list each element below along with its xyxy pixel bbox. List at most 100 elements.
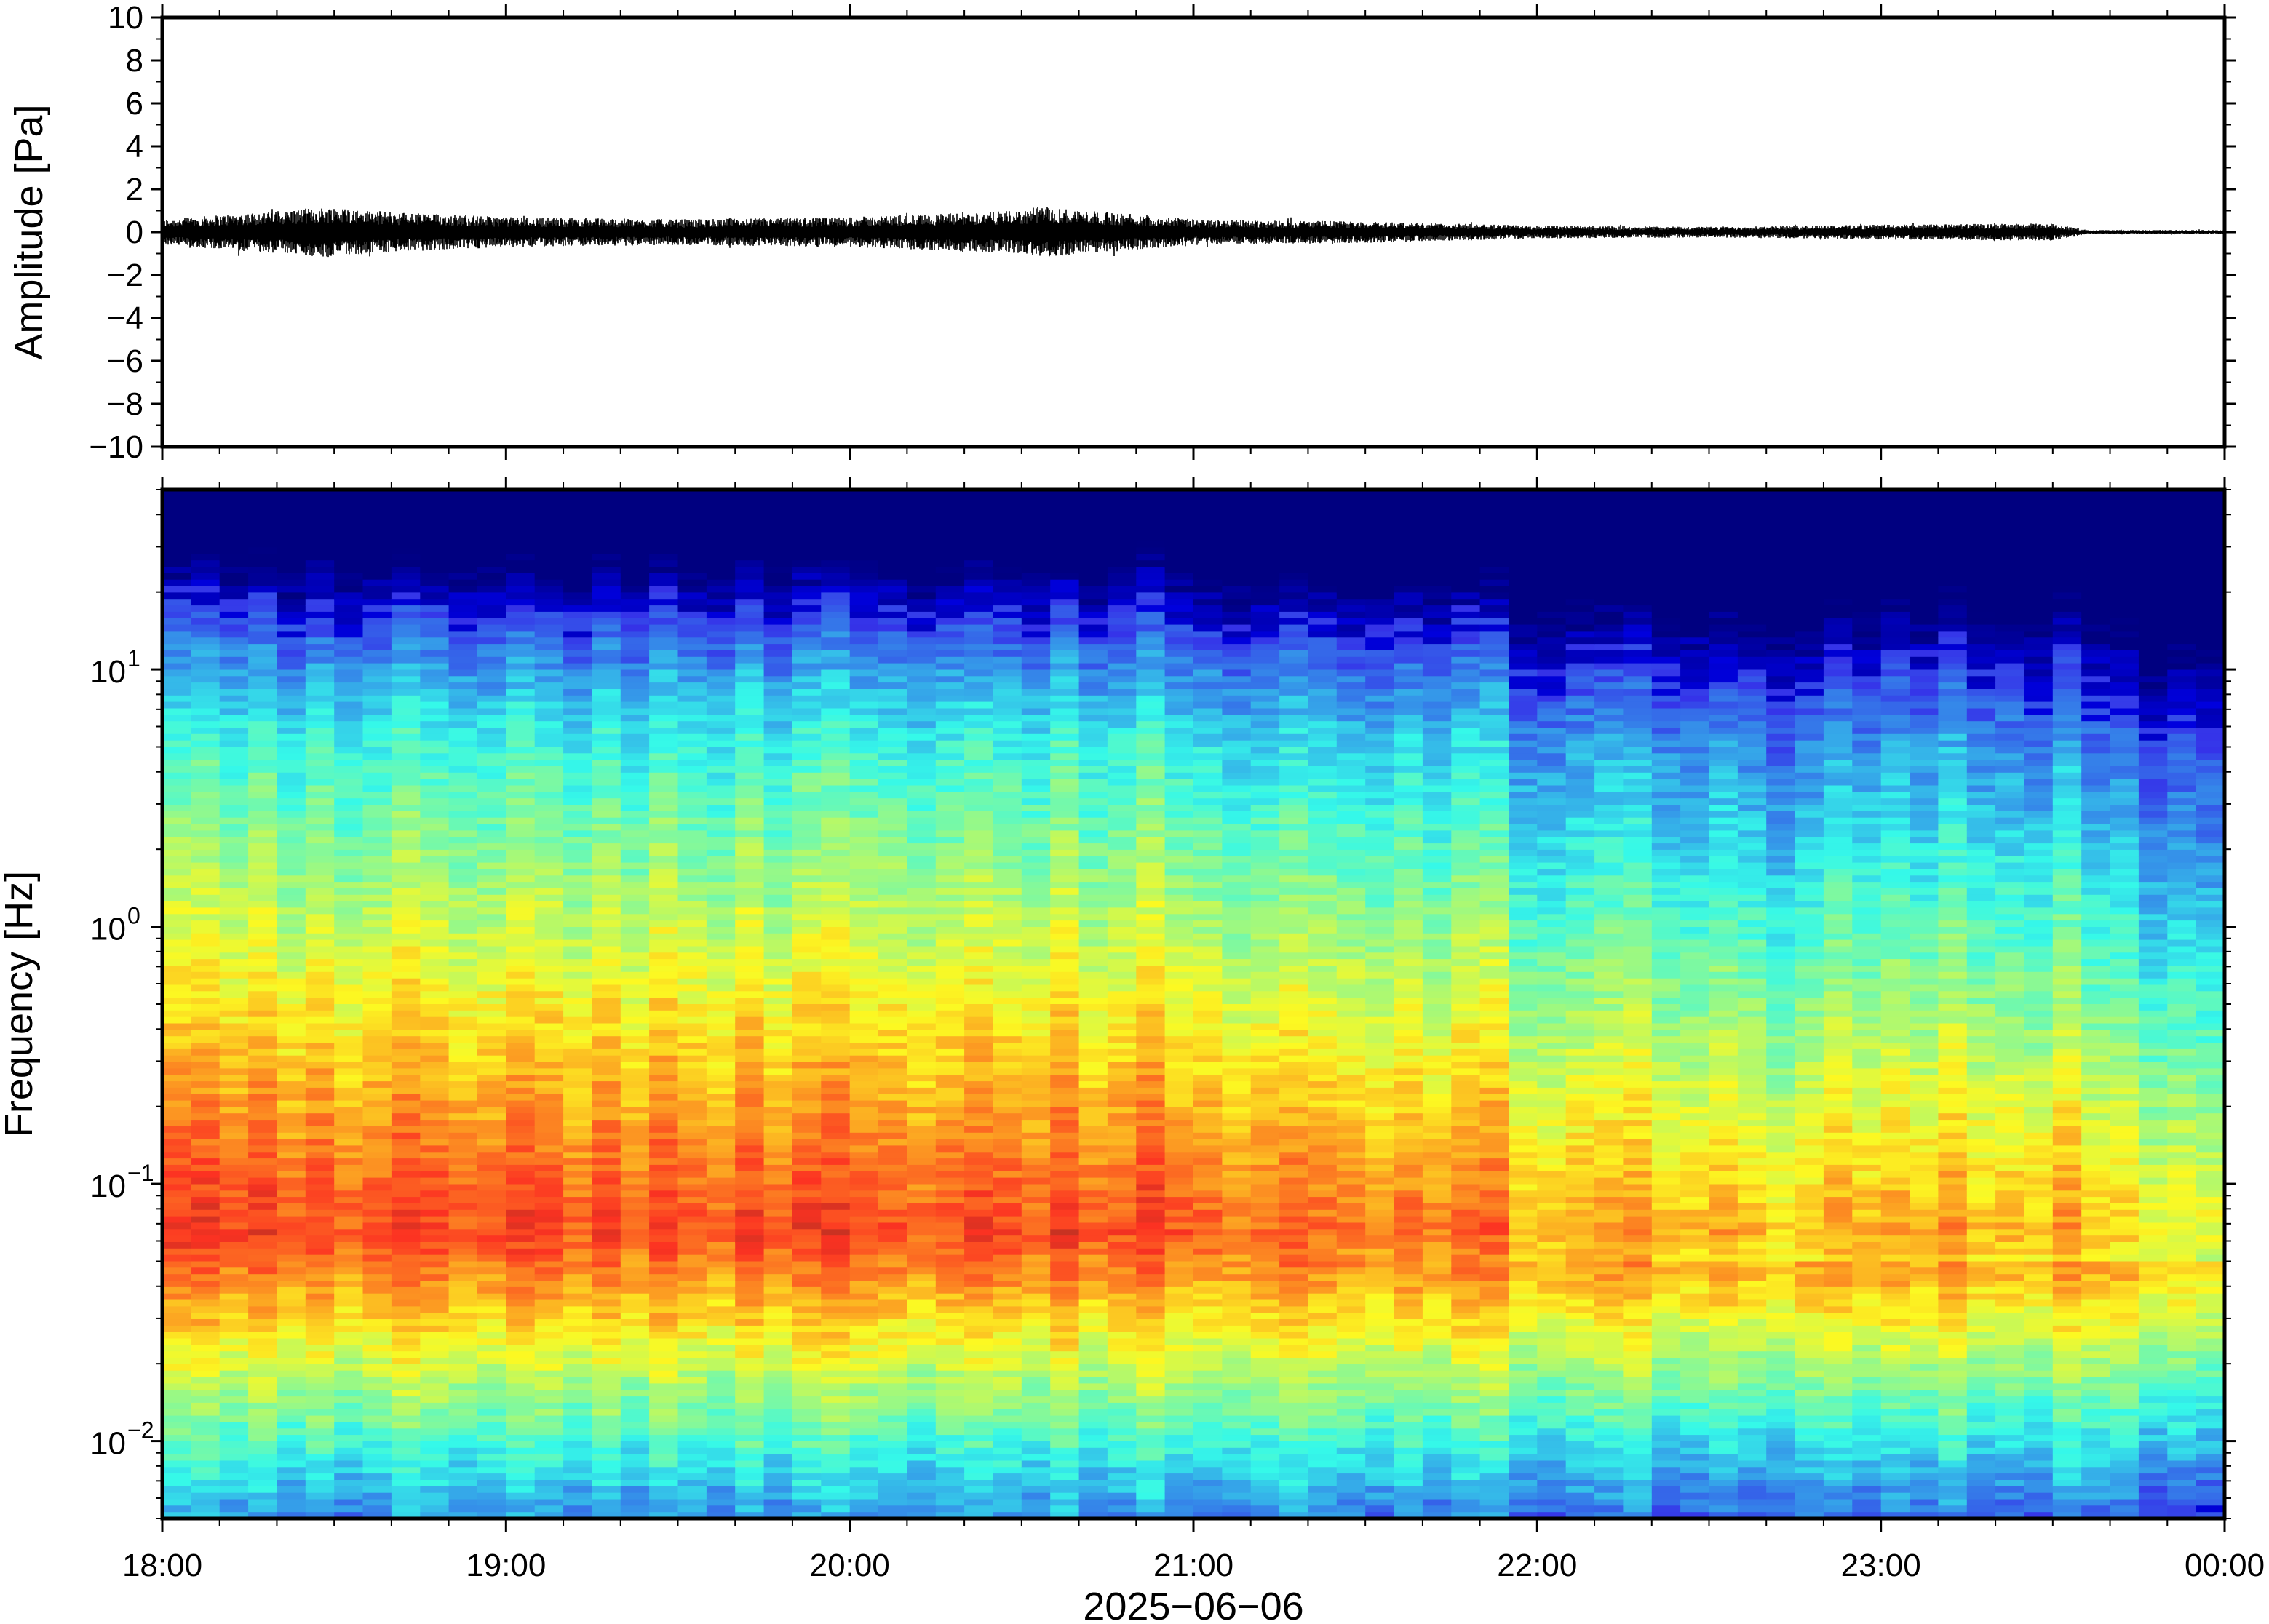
spectrogram-cell — [706, 1120, 736, 1127]
spectrogram-cell — [792, 805, 822, 812]
spectrogram-cell — [305, 1190, 335, 1198]
spectrogram-cell — [305, 1364, 335, 1372]
spectrogram-cell — [792, 1370, 822, 1378]
spectrogram-cell — [563, 1383, 593, 1390]
spectrogram-cell — [248, 933, 278, 941]
spectrogram-cell — [248, 1370, 278, 1378]
spectrogram-cell — [563, 1177, 593, 1185]
spectrogram-cell — [162, 695, 192, 703]
spectrogram-cell — [878, 1441, 908, 1449]
spectrogram-cell — [735, 1184, 765, 1192]
spectrogram-cell — [849, 1152, 879, 1159]
spectrogram-cell — [362, 1422, 392, 1429]
spectrogram-cell — [735, 805, 765, 812]
spectrogram-cell — [735, 644, 765, 651]
spectrogram-cell — [362, 701, 392, 709]
spectrogram-cell — [248, 1267, 278, 1275]
spectrogram-cell — [735, 740, 765, 748]
spectrogram-cell — [534, 631, 564, 638]
amp-ytick-label: −4 — [107, 300, 143, 336]
spectrogram-cell — [792, 894, 822, 902]
spectrogram-cell — [1021, 1281, 1051, 1288]
spectrogram-cell — [277, 760, 306, 767]
spectrogram-cell — [277, 1422, 306, 1429]
spectrogram-cell — [907, 1415, 937, 1423]
spectrogram-cell — [821, 1120, 851, 1127]
spectrogram-cell — [735, 1126, 765, 1134]
spectrogram-cell — [706, 907, 736, 915]
spectrogram-cell — [677, 888, 707, 896]
spectrogram-cell — [993, 952, 1022, 960]
spectrogram-cell — [677, 1480, 707, 1487]
spectrogram-cell — [420, 753, 450, 760]
spectrogram-cell — [993, 1428, 1022, 1436]
spectrogram-cell — [763, 1004, 793, 1011]
spectrogram-cell — [993, 1325, 1022, 1333]
spectrogram-cell — [162, 740, 192, 748]
spectrogram-cell — [277, 772, 306, 780]
spectrogram-cell — [849, 715, 879, 722]
spectrogram-cell — [964, 1332, 994, 1340]
spectrogram-cell — [506, 882, 536, 889]
spectrogram-cell — [563, 1396, 593, 1404]
spectrogram-cell — [935, 1460, 965, 1468]
spectrogram-cell — [191, 490, 220, 497]
spectrogram-cell — [305, 1512, 335, 1518]
spectrogram-cell — [506, 856, 536, 864]
spectrogram-cell — [763, 779, 793, 787]
spectrogram-cell — [477, 1377, 507, 1385]
spectrogram-cell — [878, 888, 908, 896]
spectrogram-cell — [649, 1190, 679, 1198]
spectrogram-cell — [677, 554, 707, 561]
spectrogram-cell — [935, 1261, 965, 1269]
spectrogram-cell — [448, 669, 478, 677]
spectrogram-cell — [964, 1177, 994, 1185]
spectrogram-cell — [334, 586, 364, 594]
spectrogram-cell — [763, 1087, 793, 1095]
spectrogram-cell — [878, 1126, 908, 1134]
spectrogram-cell — [248, 554, 278, 561]
spectrogram-cell — [162, 656, 192, 664]
spectrogram-cell — [448, 618, 478, 626]
spectrogram-cell — [620, 875, 650, 883]
spectrogram-cell — [448, 914, 478, 921]
spectrogram-cell — [305, 978, 335, 986]
spectrogram-cell — [677, 1164, 707, 1172]
spectrogram-cell — [1021, 1055, 1051, 1063]
spectrogram-cell — [277, 740, 306, 748]
spectrogram-cell — [821, 1319, 851, 1326]
spectrogram-cell — [763, 1254, 793, 1262]
spectrogram-cell — [162, 1332, 192, 1340]
spectrogram-cell — [620, 933, 650, 941]
spectrogram-cell — [448, 1351, 478, 1358]
spectrogram-cell — [219, 862, 249, 870]
spectrogram-cell — [878, 728, 908, 735]
spectrogram-cell — [277, 1512, 306, 1518]
spectrogram-cell — [534, 1383, 564, 1390]
spectrogram-cell — [534, 920, 564, 928]
spectrogram-cell — [477, 502, 507, 510]
spectrogram-cell — [735, 952, 765, 960]
spectrogram-cell — [506, 1338, 536, 1346]
spectrogram-cell — [649, 920, 679, 928]
spectrogram-cell — [792, 586, 822, 594]
spectrogram-cell — [964, 695, 994, 703]
spectrogram-cell — [191, 1242, 220, 1249]
spectrogram-cell — [592, 740, 621, 748]
spectrogram-cell — [1021, 599, 1051, 606]
spectrogram-cell — [964, 1107, 994, 1114]
spectrogram-cell — [506, 579, 536, 587]
spectrogram-cell — [763, 1164, 793, 1172]
spectrogram-cell — [191, 1351, 220, 1358]
spectrogram-cell — [849, 1087, 879, 1095]
spectrogram-cell — [677, 894, 707, 902]
spectrogram-cell — [964, 1030, 994, 1037]
spectrogram-cell — [248, 772, 278, 780]
spectrogram-cell — [993, 907, 1022, 915]
spectrogram-cell — [677, 579, 707, 587]
spectrogram-cell — [534, 805, 564, 812]
spectrogram-cell — [477, 798, 507, 805]
spectrogram-cell — [677, 811, 707, 819]
spectrogram-cell — [334, 1383, 364, 1390]
spectrogram-cell — [993, 1036, 1022, 1043]
